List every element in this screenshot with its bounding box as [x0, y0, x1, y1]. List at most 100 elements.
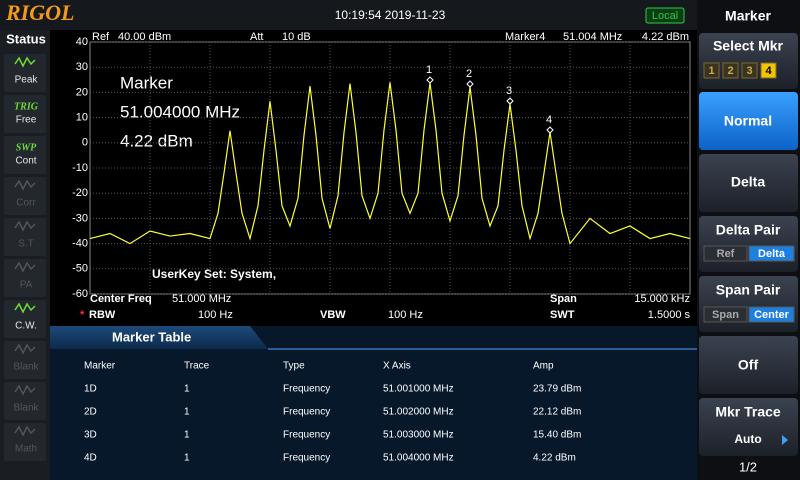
swt-label: SWT [550, 309, 575, 321]
table-cell: 51.002000 MHz [383, 407, 454, 418]
status-value: Free [16, 115, 37, 126]
status-label: S.T [18, 239, 34, 250]
mode: Local [652, 10, 678, 22]
delta-button[interactable] [699, 154, 798, 212]
select-option-label: 4 [765, 65, 772, 77]
pair-option[interactable] [748, 245, 795, 262]
pair-option-label: Span [712, 309, 739, 321]
marker-readout-amp: 4.22 dBm [120, 131, 193, 150]
mode-badge [645, 7, 685, 24]
delta-pair: Delta Pair [716, 222, 781, 238]
table-cell: 51.001000 MHz [383, 384, 454, 395]
info-row: Ref 40.00 dBm Att 10 dB Marker4 51.004 M… [92, 31, 689, 43]
select-option[interactable] [760, 62, 777, 79]
status-value: Cont [15, 156, 36, 167]
table-cell: Frequency [283, 384, 330, 395]
status-icon [14, 343, 36, 355]
marker-amp: 4.22 dBm [642, 31, 689, 43]
y-tick-label: -60 [72, 288, 88, 300]
delta: Delta [731, 174, 765, 190]
marker-diamond [466, 80, 474, 88]
table-cell: 4.22 dBm [533, 453, 576, 464]
y-tick-label: 20 [76, 86, 88, 98]
status-label: Peak [15, 75, 39, 86]
span-pair: Span Pair [716, 282, 781, 298]
table-cell: 1 [184, 407, 190, 418]
marker-label: Marker4 [505, 31, 545, 43]
normal-button[interactable] [699, 92, 798, 150]
pair-option-label: Ref [717, 248, 735, 260]
status-item [4, 177, 46, 215]
mkr-trace-button[interactable] [699, 398, 798, 456]
marker-number: 4 [546, 114, 552, 126]
vbw-value: 100 Hz [388, 309, 423, 321]
status-icon [14, 179, 36, 191]
userkey: UserKey Set: System, [152, 267, 276, 281]
status-item [4, 341, 46, 379]
table-header: Trace [184, 361, 210, 372]
y-tick-label: 0 [82, 137, 88, 149]
status-item [4, 259, 46, 297]
table-cell: 2D [84, 407, 97, 418]
span-value: 15.000 kHz [634, 293, 690, 305]
status-item [4, 300, 46, 338]
rbw-star: * [80, 309, 85, 321]
menu-title: Marker [725, 8, 771, 24]
marker-diamond [506, 97, 514, 105]
swt-value: 1.5000 s [648, 309, 691, 321]
marker-readout-title: Marker [120, 73, 173, 92]
status-label: Blank [13, 403, 39, 414]
off-button[interactable] [699, 336, 798, 394]
select-option-label: 2 [727, 65, 733, 77]
select-option[interactable] [741, 62, 758, 79]
mkr-trace-value: Auto [734, 432, 761, 446]
table-cell: 1 [184, 453, 190, 464]
marker-freq: 51.004 MHz [563, 31, 622, 43]
y-tick-label: 30 [76, 61, 88, 73]
pair-option[interactable] [703, 306, 748, 323]
y-tick-label: -50 [72, 263, 88, 275]
table-cell: 51.004000 MHz [383, 453, 454, 464]
y-tick-label: -20 [72, 187, 88, 199]
table-cell: 22.12 dBm [533, 407, 581, 418]
off: Off [738, 357, 759, 373]
center-value: 51.000 MHz [172, 293, 231, 305]
status-label: TRIG [14, 101, 39, 112]
table-cell: 1 [184, 430, 190, 441]
status-icon [14, 302, 36, 314]
select-option-label: 3 [746, 65, 752, 77]
status-label: PA [20, 280, 33, 291]
status-item [4, 218, 46, 256]
table-cell: Frequency [283, 407, 330, 418]
att-value: 10 dB [282, 31, 311, 43]
y-tick-label: 40 [76, 36, 88, 48]
table-cell: Frequency [283, 430, 330, 441]
datetime: 10:19:54 2019-11-23 [335, 8, 446, 22]
select-mkr: Select Mkr [713, 38, 784, 54]
ref-label: Ref [92, 31, 110, 43]
page-indicator: 1/2 [739, 459, 757, 474]
status-icon [14, 56, 36, 68]
status-title: Status [6, 31, 46, 46]
table-cell: 1D [84, 384, 97, 395]
y-tick-label: 10 [76, 112, 88, 124]
span-label: Span [550, 293, 577, 305]
vbw-label: VBW [320, 309, 346, 321]
pair-option[interactable] [748, 306, 795, 323]
trace [89, 82, 691, 245]
pair-option-label: Delta [758, 248, 786, 260]
marker-diamond [546, 126, 554, 134]
status-icon [14, 261, 36, 273]
marker-number: 2 [466, 68, 472, 80]
table-cell: 51.003000 MHz [383, 430, 454, 441]
att-label: Att [250, 31, 263, 43]
pair-option[interactable] [703, 245, 748, 262]
select-option-label: 1 [708, 65, 714, 77]
normal: Normal [724, 113, 772, 129]
marker-diamond [426, 76, 434, 84]
select-option[interactable] [703, 62, 720, 79]
status-icon [14, 425, 36, 437]
select-option[interactable] [722, 62, 739, 79]
marker-table-title: Marker Table [112, 329, 191, 344]
